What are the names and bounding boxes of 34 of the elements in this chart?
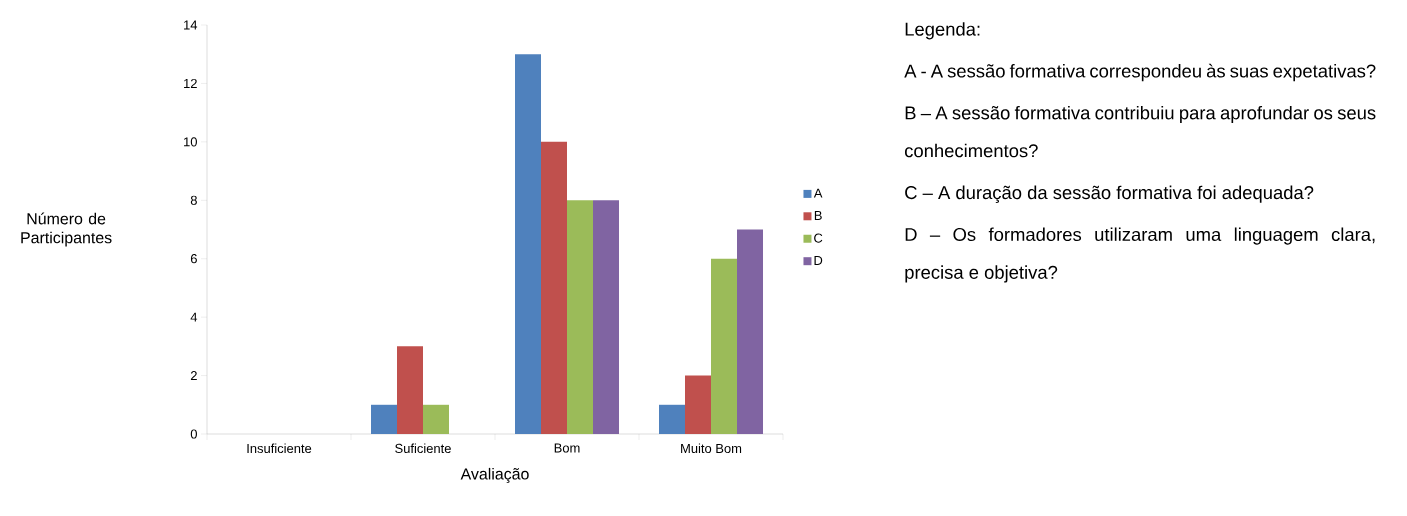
y-tick-label: 10	[184, 137, 197, 147]
x-tick-label: Suficiente	[395, 443, 451, 454]
bar	[711, 258, 737, 434]
bar	[371, 404, 397, 434]
text: C – A duração da sessão formativa foi adequada?	[905, 185, 1314, 203]
legend-label: C	[814, 233, 823, 243]
bar	[593, 200, 619, 434]
y-tick-label: 8	[190, 195, 197, 205]
bar	[515, 54, 541, 434]
text: B – A sessão formativa contribuiu para aprofundar os seus conhecimentos?	[904, 105, 1376, 158]
bar	[659, 404, 685, 434]
text: Legenda:	[905, 22, 980, 40]
x-tick-label: Insuficiente	[247, 443, 312, 454]
bar	[541, 141, 567, 434]
y-tick-label: 4	[190, 312, 198, 322]
text: D – Os formadores utilizaram uma linguagem clara, precisa e objetiva?	[905, 227, 1375, 283]
x-tick-label: Bom	[554, 443, 580, 453]
y-tick-label: 14	[184, 20, 198, 30]
legend-label: D	[814, 256, 823, 265]
x-axis-title: Avaliação	[460, 467, 529, 483]
bar	[423, 404, 449, 434]
text: A - A sessão formativa correspondeu às suas expetativas?	[904, 63, 1376, 82]
y-tick-label: 12	[184, 78, 197, 88]
bar	[397, 346, 423, 434]
x-tick-label: Muito Bom	[681, 443, 742, 454]
y-tick-label: 6	[190, 254, 197, 264]
bar	[685, 375, 711, 434]
y-tick-label: 2	[190, 371, 197, 381]
y-tick-label: 0	[190, 429, 197, 439]
legend-label: B	[814, 211, 822, 220]
y-axis-title: Número de Participantes	[21, 212, 112, 247]
bar	[737, 229, 763, 434]
legend-label: A	[813, 188, 823, 198]
bar	[567, 200, 593, 434]
